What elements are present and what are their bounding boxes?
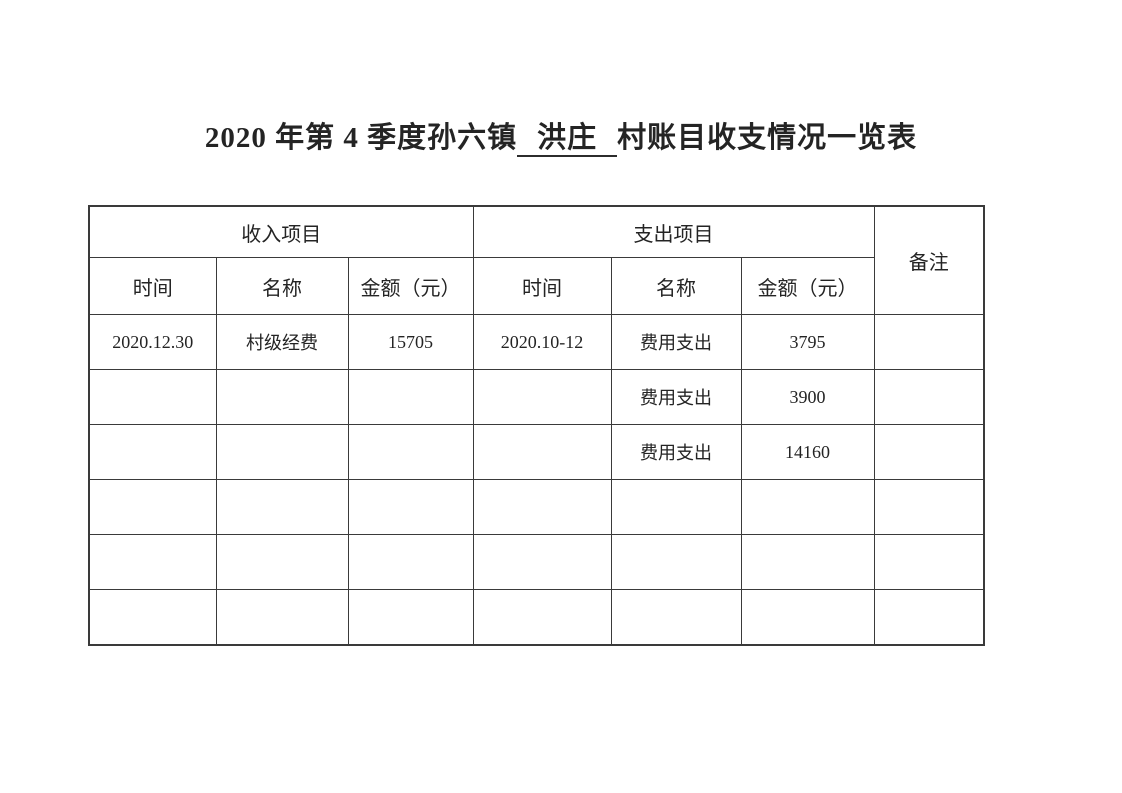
title-prefix: 2020 年第 4 季度孙六镇: [204, 122, 518, 154]
table-cell: [88, 479, 217, 535]
table-cell: [873, 369, 985, 425]
expense-group-header: 支出项目: [472, 205, 875, 258]
table-cell: [88, 369, 217, 425]
table-cell: [740, 479, 875, 535]
remarks-header: 备注: [873, 205, 985, 315]
column-header-expense-amount: 金额（元）: [740, 257, 875, 315]
column-header-income-name: 名称: [215, 257, 349, 315]
column-header-expense-name: 名称: [610, 257, 742, 315]
table-cell: [610, 479, 742, 535]
table-cell: 15705: [347, 314, 474, 370]
village-name-underlined: 洪庄: [517, 121, 618, 157]
table-cell: [347, 479, 474, 535]
table-cell: [472, 369, 612, 425]
table-cell: 村级经费: [215, 314, 349, 370]
table-cell: [472, 534, 612, 590]
table-cell: [472, 424, 612, 480]
table-cell: 2020.10-12: [472, 314, 612, 370]
page-title: 2020 年第 4 季度孙六镇 洪庄 村账目收支情况一览表: [0, 116, 1122, 160]
table-cell: [347, 534, 474, 590]
table-cell: [347, 589, 474, 646]
table-cell: [873, 314, 985, 370]
ledger-table: 收入项目 支出项目 备注 时间 名称 金额（元） 时间 名称 金额（元） 202…: [88, 205, 986, 646]
table-cell: [873, 589, 985, 646]
table-cell: [215, 424, 349, 480]
table-row: [88, 589, 985, 646]
table-cell: [610, 589, 742, 646]
table-cell: [347, 424, 474, 480]
table-cell: [873, 424, 985, 480]
column-header-income-time: 时间: [88, 257, 217, 315]
table-cell: 3795: [740, 314, 875, 370]
table-cell: 费用支出: [610, 314, 742, 370]
table-cell: 费用支出: [610, 424, 742, 480]
table-cell: 14160: [740, 424, 875, 480]
column-header-income-amount: 金额（元）: [347, 257, 474, 315]
income-group-header: 收入项目: [88, 205, 474, 258]
table-cell: [740, 589, 875, 646]
table-group-header-row: 收入项目 支出项目 备注: [88, 205, 985, 315]
table-cell: [215, 589, 349, 646]
table-row: 费用支出 3900: [88, 369, 985, 425]
table-cell: [88, 534, 217, 590]
table-cell: [873, 534, 985, 590]
table-cell: 费用支出: [610, 369, 742, 425]
table-row: [88, 479, 985, 535]
table-cell: [873, 479, 985, 535]
table-cell: [215, 534, 349, 590]
table-cell: [740, 534, 875, 590]
table-cell: [88, 589, 217, 646]
table-column-header-row: 时间 名称 金额（元） 时间 名称 金额（元）: [88, 257, 984, 315]
table-cell: [347, 369, 474, 425]
table-cell: [610, 534, 742, 590]
table-row: [88, 534, 985, 590]
table-cell: [215, 479, 349, 535]
table-cell: [88, 424, 217, 480]
table-row: 费用支出 14160: [88, 424, 985, 480]
table-row: 2020.12.30 村级经费 15705 2020.10-12 费用支出 37…: [88, 314, 985, 370]
table-cell: [215, 369, 349, 425]
table-cell: 3900: [740, 369, 875, 425]
title-suffix: 村账目收支情况一览表: [617, 122, 918, 154]
table-cell: [472, 479, 612, 535]
table-cell: 2020.12.30: [88, 314, 217, 370]
column-header-expense-time: 时间: [472, 257, 612, 315]
table-cell: [472, 589, 612, 646]
